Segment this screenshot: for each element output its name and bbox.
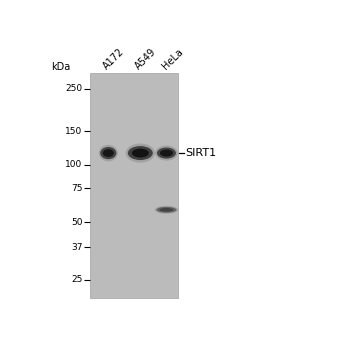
Text: kDa: kDa [51, 62, 70, 72]
Text: HeLa: HeLa [160, 47, 185, 72]
Ellipse shape [160, 150, 173, 157]
Text: A172: A172 [101, 47, 126, 72]
Text: 50: 50 [71, 218, 83, 227]
Text: 150: 150 [65, 127, 83, 136]
Text: 25: 25 [71, 275, 83, 284]
FancyBboxPatch shape [90, 73, 178, 298]
Ellipse shape [160, 208, 173, 212]
Ellipse shape [132, 149, 149, 158]
Text: SIRT1: SIRT1 [186, 148, 217, 158]
Ellipse shape [103, 149, 114, 157]
Ellipse shape [157, 207, 176, 213]
Ellipse shape [157, 148, 176, 159]
Text: A549: A549 [133, 47, 158, 72]
Ellipse shape [155, 146, 178, 161]
Text: 75: 75 [71, 184, 83, 193]
Text: 37: 37 [71, 243, 83, 251]
Text: 100: 100 [65, 160, 83, 169]
Ellipse shape [128, 146, 153, 160]
Ellipse shape [155, 206, 178, 214]
Ellipse shape [126, 143, 155, 163]
Ellipse shape [100, 147, 116, 159]
Ellipse shape [99, 145, 118, 161]
Text: 250: 250 [65, 84, 83, 93]
